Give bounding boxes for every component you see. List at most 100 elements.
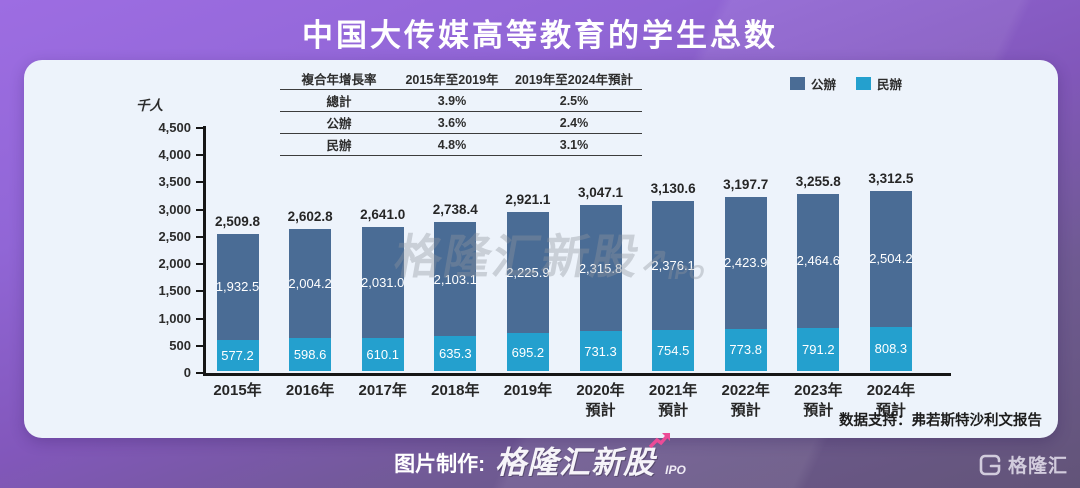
bar-segment-private-label: 695.2 [511,344,545,360]
bar-segment-public-label: 2,031.0 [361,275,405,290]
cagr-value: 4.8% [437,137,467,152]
y-axis-tick-label: 2,500 [158,228,191,244]
bar-total-label: 3,197.7 [723,176,769,192]
legend-item-private: 民辦 [856,74,902,93]
x-axis-category-label: 2021年 預計 [648,382,698,419]
bar-segment-public-label: 1,932.5 [215,279,260,295]
bar-segment-private: 610.1 [361,337,404,371]
stacked-bar-6: 3,047.1 2,315.8 731.3 [578,185,623,371]
bar-segment-public: 2,031.0 [361,227,405,338]
y-axis-tick [196,127,204,130]
x-axis-category-label: 2018年 [431,382,480,399]
stacked-bar-5: 2,921.1 2,225.9 695.2 [505,192,550,371]
stacked-bar-9: 3,255.8 2,464.6 791.2 [796,174,841,371]
data-source-note: 数据支持：弗若斯特沙利文报告 [839,413,1042,429]
bar-segment-private-label: 731.3 [584,343,617,359]
bar-segment-private: 754.5 [652,329,695,371]
x-axis-category-label: 2022年 預計 [721,382,770,419]
pink-arrow-icon [649,433,671,449]
gelonghui-xingu-logo-text: 格隆汇新股 [495,445,656,480]
bar-segment-public-label: 2,376.1 [651,257,695,273]
bar-total-label: 2,738.4 [432,201,478,217]
bar-segment-public-label: 2,225.9 [506,265,550,281]
x-axis-category-label: 2015年 [213,382,262,399]
bar-total-label: 3,047.1 [577,185,624,201]
x-axis-category-label: 2020年 預計 [576,382,625,419]
stacked-bar-4: 2,738.4 2,103.1 635.3 [433,202,478,371]
bar-total-label: 2,602.8 [287,209,333,225]
stacked-bar-10: 3,312.5 2,504.2 808.3 [868,171,913,371]
y-axis-tick-label: 1,000 [158,310,191,326]
cagr-value: 3.1% [559,137,589,152]
cagr-row-private: 民辦 4.8% 3.1% [280,133,642,156]
bar-total-label: 2,921.1 [505,191,551,207]
cagr-value: 3.6% [437,115,467,130]
y-axis-tick [196,154,204,157]
y-axis-tick [196,317,204,320]
bar-segment-private: 598.6 [289,338,332,371]
x-axis-category-label: 2017年 [358,382,407,399]
bar-segment-public-label: 2,103.1 [433,271,477,287]
y-axis-tick [196,208,204,211]
y-axis-tick-label: 1,500 [158,283,191,299]
bar-segment-public: 2,376.1 [651,200,695,330]
footer-credit-label: 图片制作: [394,453,486,476]
bar-segment-private-label: 610.1 [366,346,399,362]
y-axis-line [203,126,206,375]
y-axis-tick-label: 4,000 [158,147,191,163]
y-axis-tick-label: 500 [169,337,191,353]
bar-segment-public: 2,004.2 [288,229,332,339]
bar-segment-private-label: 598.6 [293,347,327,363]
y-axis-tick [196,263,204,266]
y-axis-tick [196,181,204,184]
bar-segment-private-label: 635.3 [439,346,472,362]
bar-segment-private: 635.3 [434,336,477,371]
plot-area: 4,500 4,000 3,500 3,000 2,500 2,000 1,500 1,000… [158,120,995,419]
y-axis-unit-label: 千人 [136,98,163,113]
cagr-header-row: 複合年增長率 2015年至2019年 2019年至2024年預計 [280,68,642,89]
bar-segment-public: 2,225.9 [506,211,550,334]
bar-total-label: 2,509.8 [214,214,261,230]
y-axis-tick [196,344,204,347]
legend-item-public: 公辦 [790,74,836,93]
chart-card: 複合年增長率 2015年至2019年 2019年至2024年預計 總計 3.9%… [24,60,1058,438]
bar-segment-public: 2,504.2 [869,190,913,327]
cagr-row-label: 民辦 [326,139,352,153]
page-title: 中国大传媒高等教育的学生总数 [302,18,778,53]
stacked-bar-8: 3,197.7 2,423.9 773.8 [723,177,768,371]
bar-segment-private: 791.2 [797,327,840,371]
y-axis-tick-label: 3,500 [158,174,191,190]
bar-total-label: 3,312.5 [868,170,914,186]
bar-segment-public: 2,423.9 [724,196,768,329]
bar-segment-public-label: 2,504.2 [869,251,913,267]
y-axis-tick-label: 3,000 [158,201,191,217]
bar-segment-private: 577.2 [216,339,259,371]
bar-segment-private: 773.8 [724,328,767,371]
bar-total-label: 2,641.0 [360,207,406,223]
bar-segment-private: 808.3 [869,326,912,371]
cagr-row-label: 總計 [326,95,352,109]
x-axis-category-label: 2024年 預計 [866,382,916,419]
legend: 公辦 民辦 [790,74,902,93]
cagr-value: 2.5% [559,93,589,108]
y-axis-tick [196,235,204,238]
bar-segment-public: 2,464.6 [797,193,840,328]
bar-segment-private: 695.2 [506,333,549,371]
gelonghui-logo-text: 格隆汇 [1007,456,1068,477]
legend-label-public: 公辦 [811,78,837,92]
bar-segment-private-label: 791.2 [802,341,835,357]
footer-credit: 图片制作: 格隆汇新股 IPO [0,433,1080,482]
stacked-bar-2: 2,602.8 2,004.2 598.6 [288,209,333,371]
cagr-value: 2.4% [559,115,589,130]
cagr-table: 複合年增長率 2015年至2019年 2019年至2024年預計 總計 3.9%… [280,68,642,156]
y-axis-tick-label: 0 [183,365,191,380]
stacked-bar-3: 2,641.0 2,031.0 610.1 [360,207,405,371]
x-axis-line [203,373,951,376]
gelonghui-xingu-logo: 格隆汇新股 [495,433,671,482]
legend-swatch-private [856,77,872,90]
bar-segment-private-label: 773.8 [729,342,762,358]
bar-segment-public: 1,932.5 [215,234,260,340]
bar-segment-public-label: 2,423.9 [724,255,768,271]
cagr-header-period2: 2019年至2024年預計 [514,73,634,87]
gelonghui-g-icon [979,454,1001,475]
